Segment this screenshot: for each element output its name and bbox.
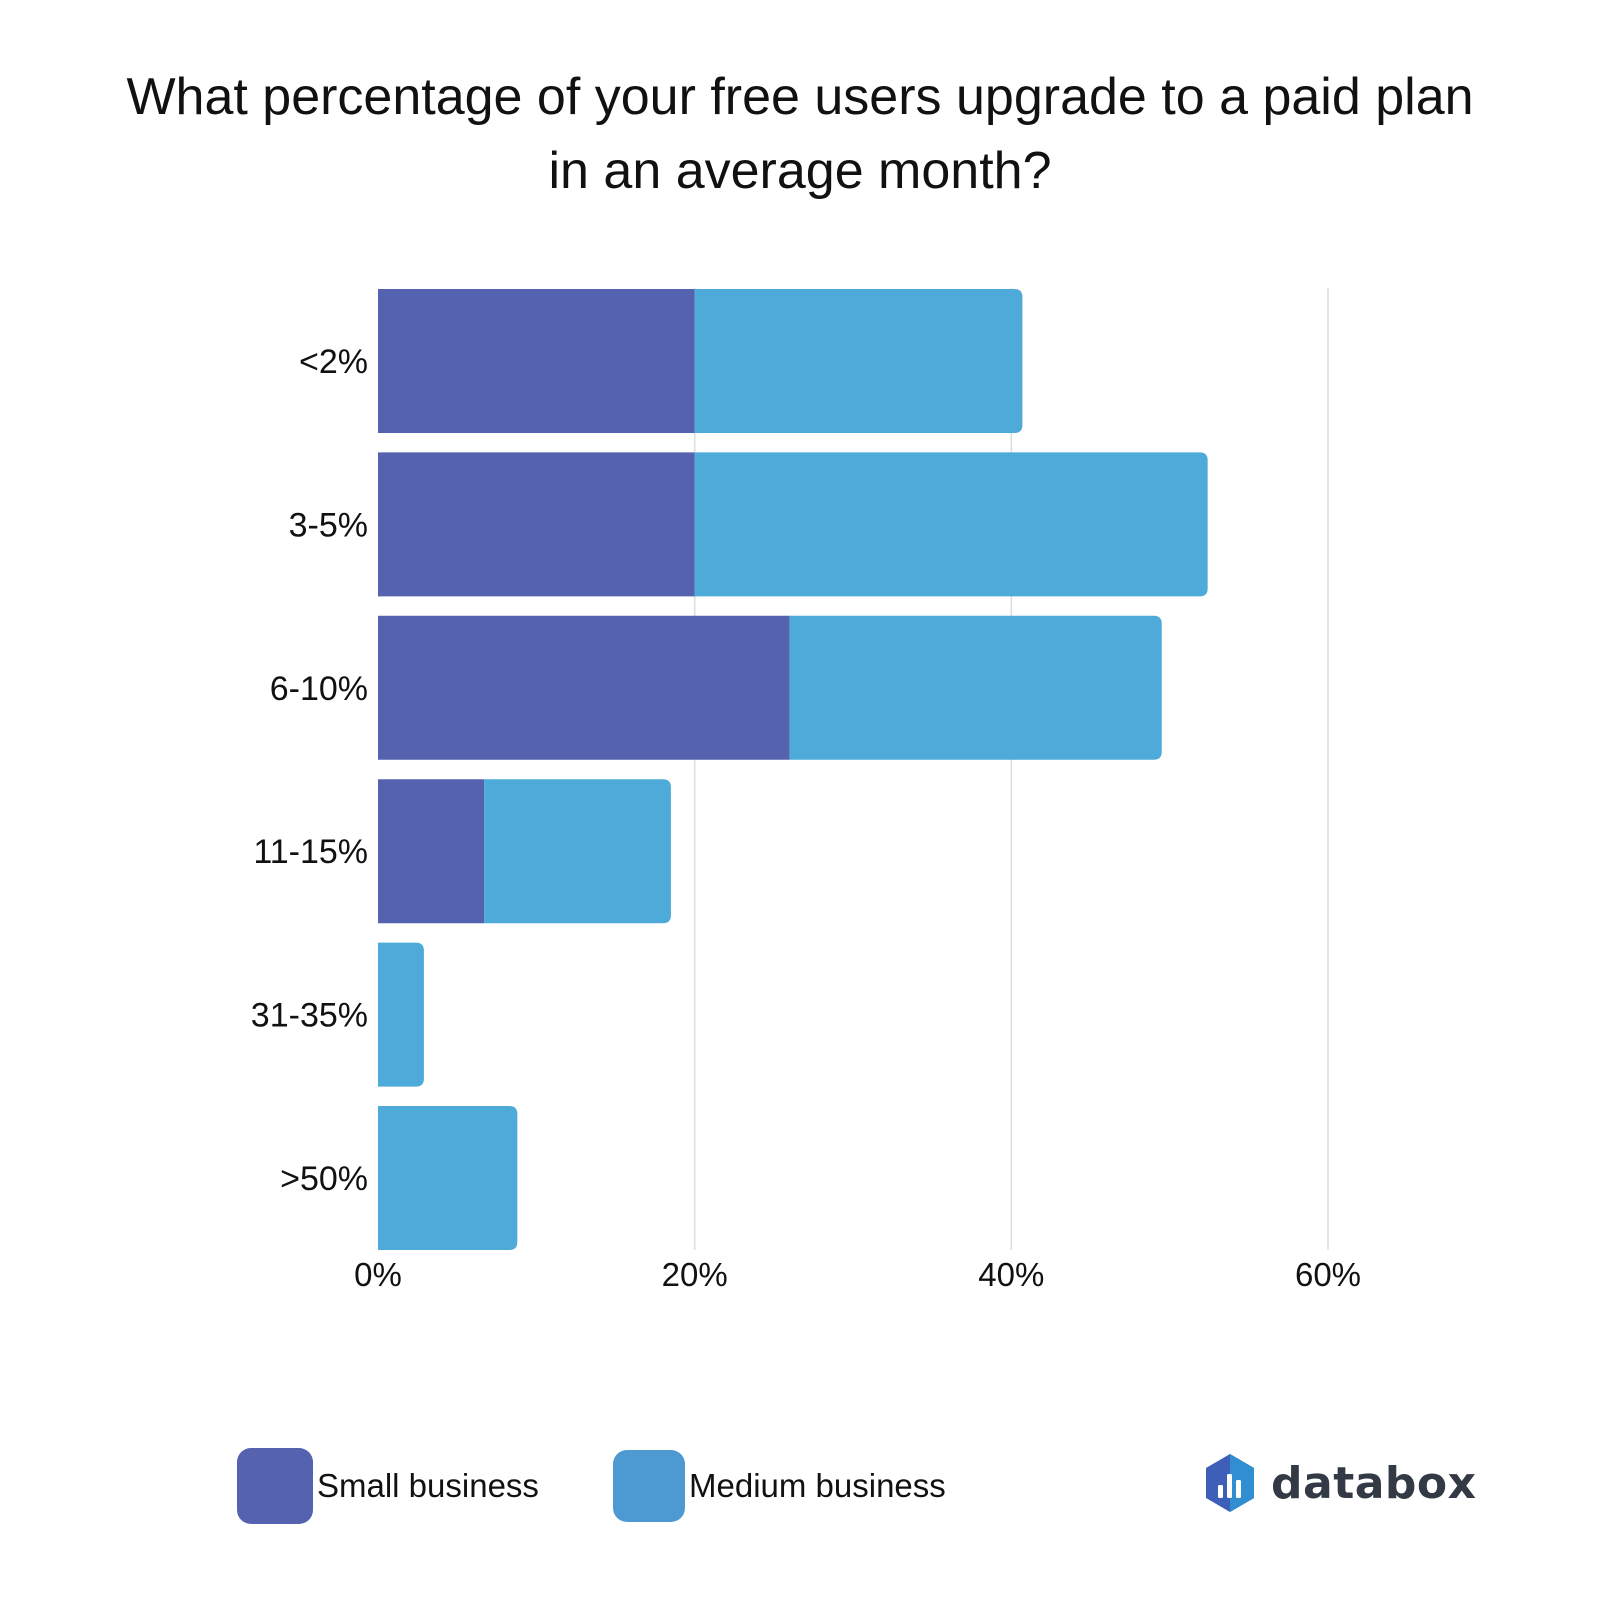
category-label: >50% xyxy=(280,1160,368,1198)
category-label: 11-15% xyxy=(253,833,368,871)
bar-small-business xyxy=(378,452,695,597)
legend-swatch-small-business xyxy=(237,1448,313,1524)
x-axis-ticks: 0% 20% 40% 60% xyxy=(354,1256,1361,1293)
gridlines xyxy=(693,288,1329,1250)
bar-medium-business xyxy=(694,289,1023,433)
legend-item-small-business: Small business xyxy=(237,1448,539,1524)
category-label: 31-35% xyxy=(251,997,368,1035)
bar-medium-business xyxy=(378,942,424,1087)
x-tick-label: 20% xyxy=(662,1256,728,1293)
legend-item-medium-business: Medium business xyxy=(613,1448,946,1524)
bar-medium-business xyxy=(378,1106,518,1250)
x-tick-label: 0% xyxy=(354,1256,402,1293)
x-tick-label: 40% xyxy=(978,1256,1044,1293)
category-label: <2% xyxy=(299,343,368,381)
legend-label-medium-business: Medium business xyxy=(689,1467,946,1504)
bar-small-business xyxy=(378,779,485,924)
x-tick-label: 60% xyxy=(1295,1256,1361,1293)
bars xyxy=(378,289,1208,1250)
category-labels: <2% 3-5% 6-10% 11-15% 31-35% >50% xyxy=(251,343,368,1198)
category-label: 6-10% xyxy=(270,670,368,708)
logo-wordmark: databox xyxy=(1271,1457,1477,1509)
chart-title: What percentage of your free users upgra… xyxy=(126,68,1474,200)
bar-chart: <2% 3-5% 6-10% 11-15% 31-35% >50% 0% 20% 40% 60% xyxy=(251,288,1361,1293)
databox-logo-icon xyxy=(1206,1454,1254,1512)
databox-logo: databox xyxy=(1203,1448,1477,1518)
bar-small-business xyxy=(378,289,695,433)
bar-small-business xyxy=(378,615,790,760)
bar-medium-business xyxy=(484,779,671,924)
bar-medium-business xyxy=(694,452,1208,597)
bar-medium-business xyxy=(789,615,1162,760)
legend-label-small-business: Small business xyxy=(317,1467,539,1504)
legend-swatch-medium-business xyxy=(613,1450,685,1522)
category-label: 3-5% xyxy=(289,506,368,544)
